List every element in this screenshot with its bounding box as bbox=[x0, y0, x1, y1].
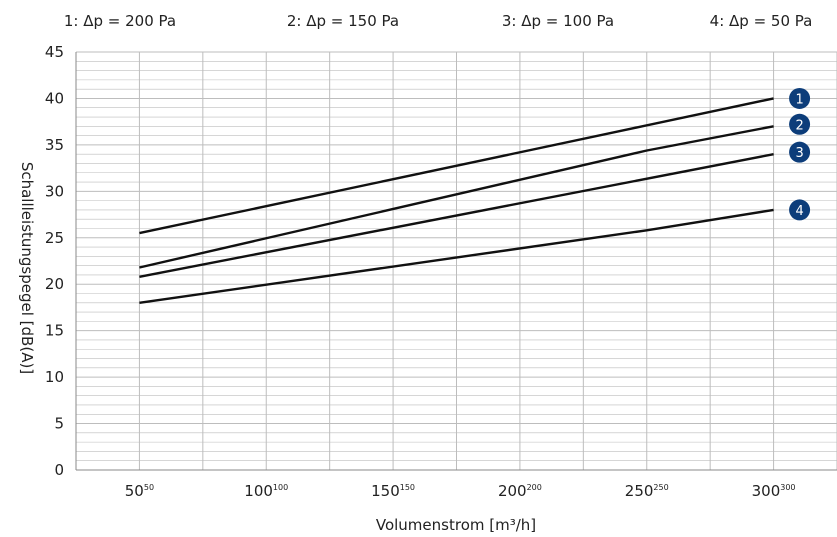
legend-item-2: 2: Δp = 150 Pa bbox=[287, 12, 399, 30]
series-line-4 bbox=[139, 208, 774, 304]
series-line-1 bbox=[139, 97, 774, 235]
series-badge-1: 1 bbox=[789, 87, 811, 109]
y-tick-label: 40 bbox=[45, 89, 64, 107]
y-tick-label: 10 bbox=[45, 368, 64, 386]
x-tick-label: 250250 bbox=[625, 482, 669, 500]
x-tick-label: 200200 bbox=[498, 482, 542, 500]
x-tick-label: 5050 bbox=[125, 482, 154, 500]
legend-item-4: 4: Δp = 50 Pa bbox=[710, 12, 813, 30]
y-tick-label: 30 bbox=[45, 182, 64, 200]
y-tick-label: 15 bbox=[45, 322, 64, 340]
series-badges: 1 2 3 4 bbox=[789, 87, 811, 221]
series-line-2 bbox=[139, 125, 774, 269]
series-badge-4: 4 bbox=[789, 199, 811, 221]
series-badge-circle bbox=[789, 141, 811, 163]
y-tick-label: 5 bbox=[54, 415, 64, 433]
series bbox=[139, 97, 774, 304]
axes: 0 5 10 15 20 25 30 35 40 45 5050 100100 150150 200200… bbox=[45, 43, 837, 500]
y-tick-label: 35 bbox=[45, 136, 64, 154]
legend-item-3: 3: Δp = 100 Pa bbox=[502, 12, 614, 30]
series-badge-label: 1 bbox=[795, 92, 803, 107]
y-tick-label: 20 bbox=[45, 275, 64, 293]
x-axis-label: Volumenstrom [m³/h] bbox=[376, 516, 536, 534]
series-badge-circle bbox=[789, 113, 811, 135]
series-badge-3: 3 bbox=[789, 141, 811, 163]
y-axis-label: Schallleistungspegel [dB(A)] bbox=[18, 162, 36, 374]
series-badge-label: 4 bbox=[795, 204, 803, 219]
series-line-3 bbox=[139, 153, 774, 278]
x-tick-label: 100100 bbox=[244, 482, 288, 500]
series-badge-2: 2 bbox=[789, 113, 811, 135]
series-badge-label: 3 bbox=[795, 146, 803, 161]
legend-item-1: 1: Δp = 200 Pa bbox=[64, 12, 176, 30]
series-badge-label: 2 bbox=[795, 118, 803, 133]
x-tick-label: 150150 bbox=[371, 482, 415, 500]
grid bbox=[75, 51, 837, 471]
legend: 1: Δp = 200 Pa 2: Δp = 150 Pa 3: Δp = 100 … bbox=[64, 12, 812, 30]
series-badge-circle bbox=[789, 87, 811, 109]
y-tick-label: 45 bbox=[45, 43, 64, 61]
x-tick-label: 300300 bbox=[752, 482, 796, 500]
series-badge-circle bbox=[789, 199, 811, 221]
y-tick-label: 0 bbox=[54, 461, 64, 479]
y-tick-label: 25 bbox=[45, 229, 64, 247]
